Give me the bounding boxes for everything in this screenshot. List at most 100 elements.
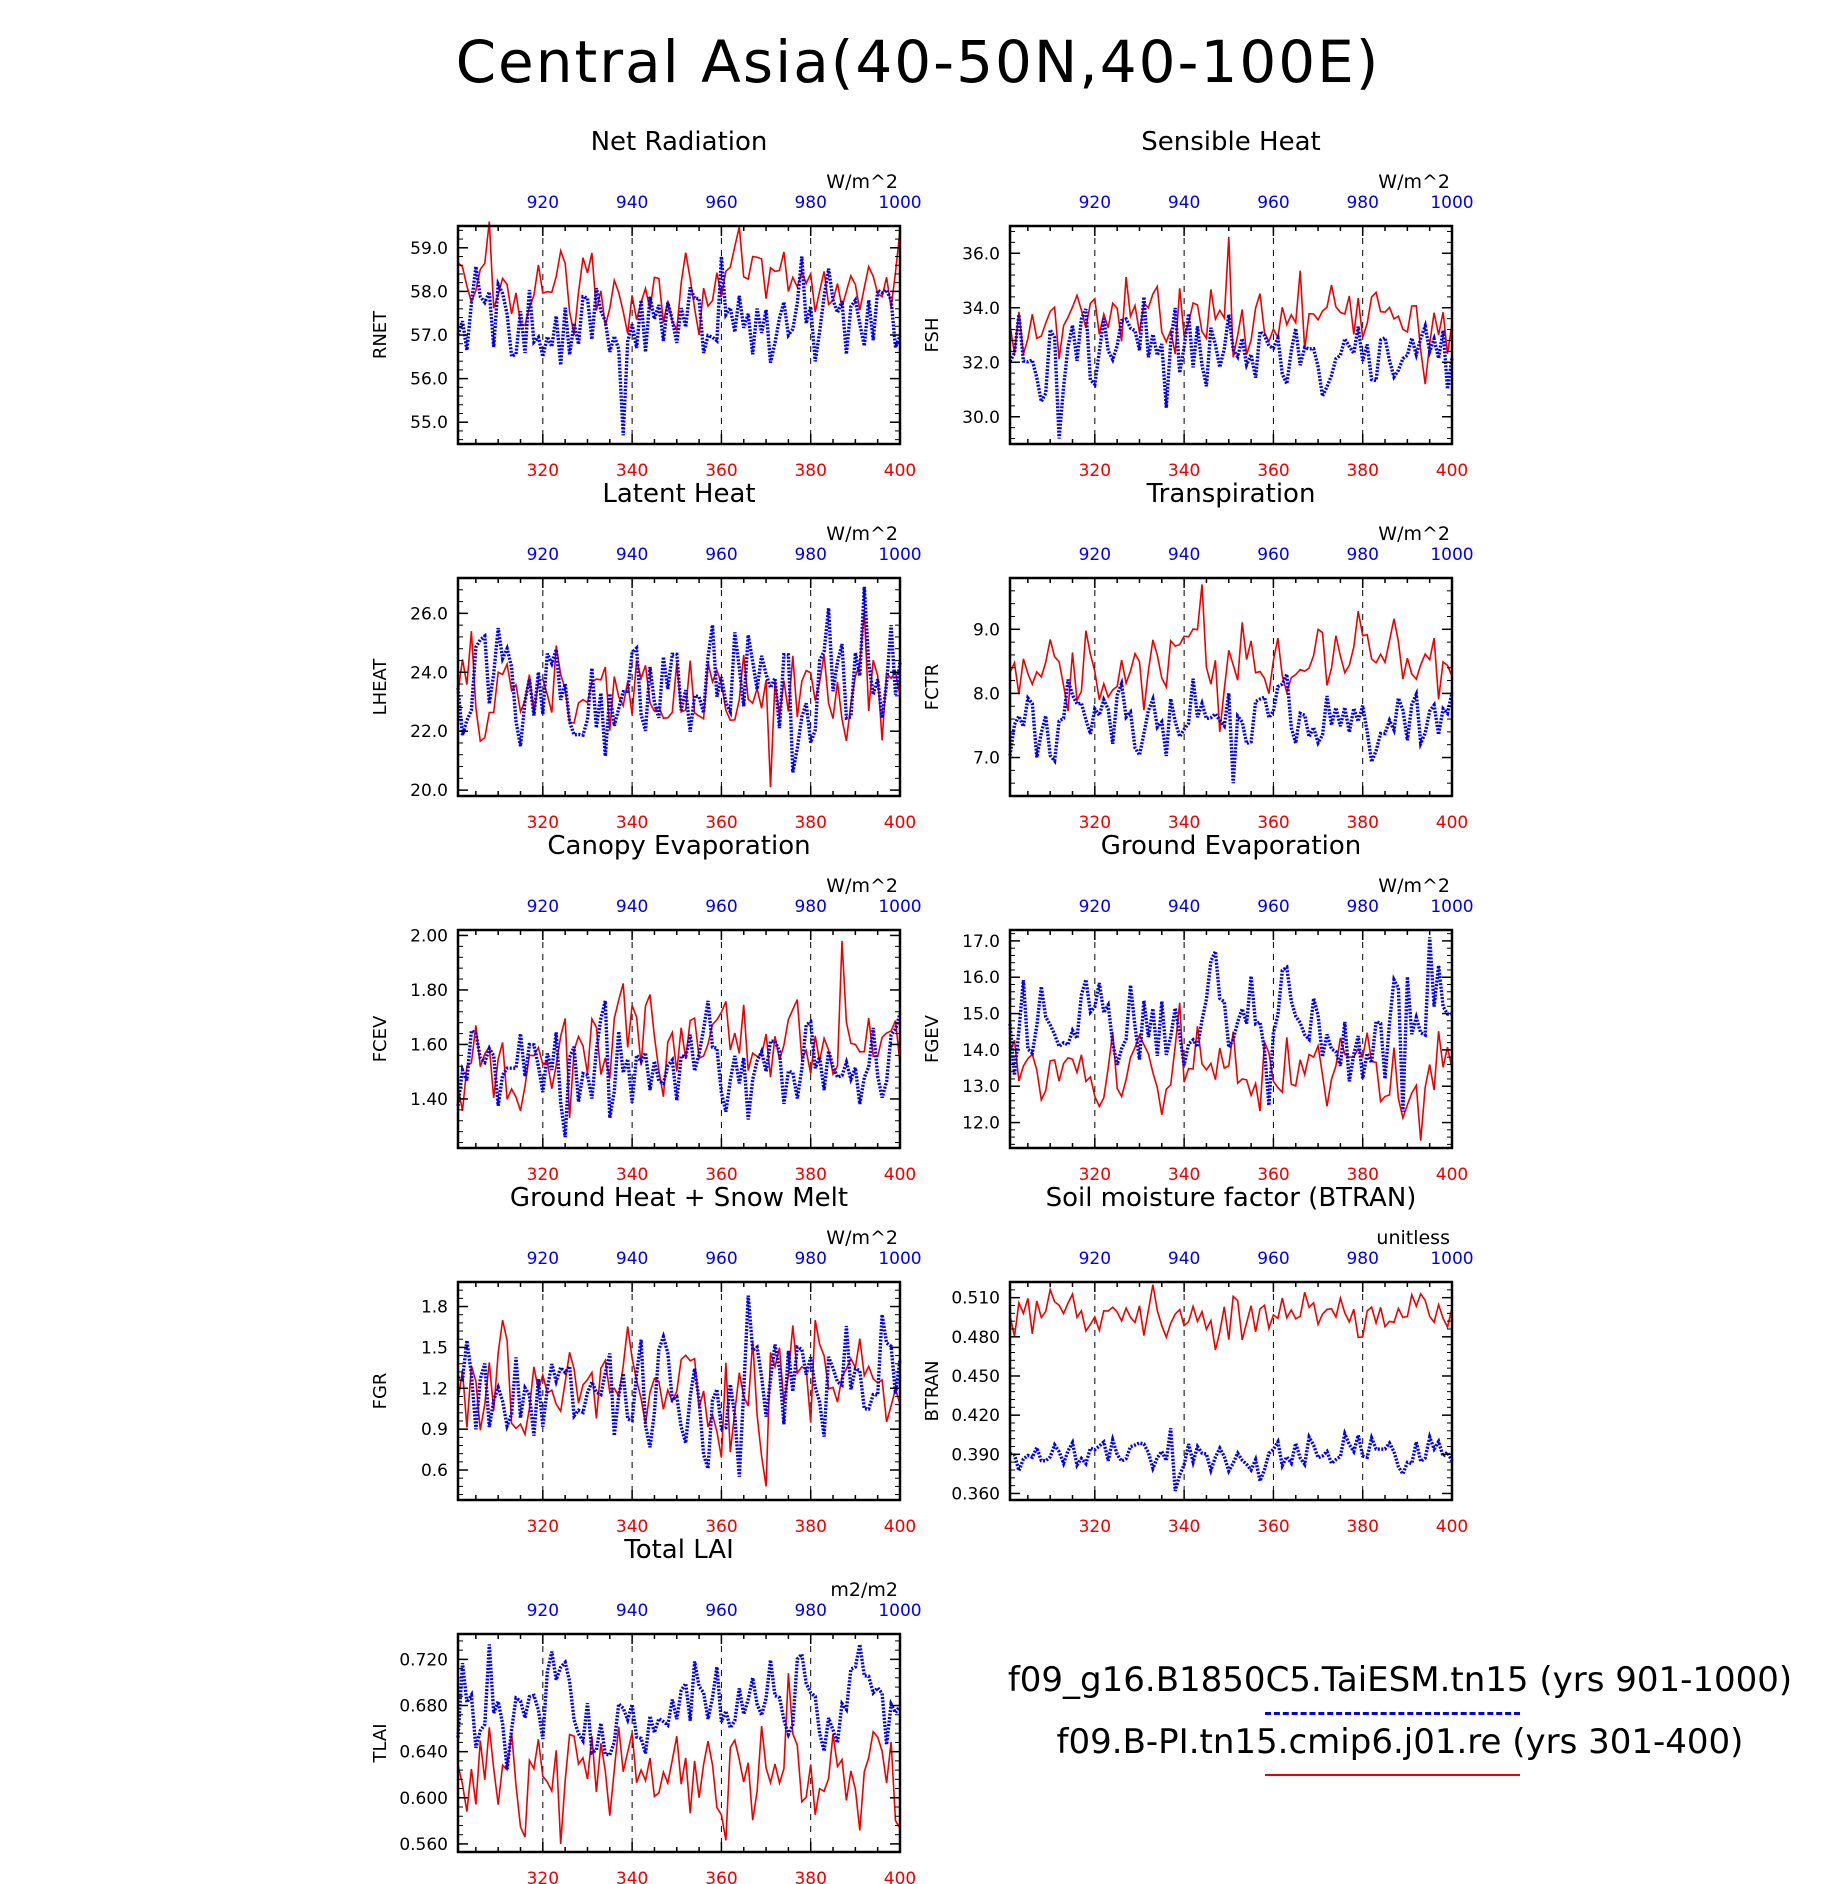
x-tick-label-top: 980 xyxy=(794,897,826,917)
x-tick-label-top: 940 xyxy=(1168,193,1200,213)
x-tick-label-bottom: 320 xyxy=(1079,461,1111,481)
x-tick-label-bottom: 340 xyxy=(616,461,648,481)
x-tick-label-bottom: 400 xyxy=(884,1165,916,1185)
x-tick-label-top: 980 xyxy=(1346,545,1378,565)
y-tick-label: 0.360 xyxy=(951,1484,1000,1504)
units-label: W/m^2 xyxy=(1378,171,1450,193)
x-tick-label-bottom: 380 xyxy=(794,1517,826,1537)
x-tick-label-top: 920 xyxy=(527,1249,559,1269)
x-tick-label-bottom: 380 xyxy=(1346,1165,1378,1185)
x-tick-label-top: 920 xyxy=(527,1601,559,1621)
x-tick-label-top: 1000 xyxy=(1430,193,1473,213)
y-axis-label: BTRAN xyxy=(922,1361,943,1422)
y-axis-label: FGR xyxy=(370,1373,391,1410)
panel-fcev: Canopy Evaporation W/m^2 320 340 360 380 400 92… xyxy=(370,831,922,1185)
x-tick-label-bottom: 400 xyxy=(884,461,916,481)
x-tick-label-bottom: 320 xyxy=(527,1869,559,1884)
series-blue-line xyxy=(1008,296,1454,439)
series-red-line xyxy=(457,1320,901,1487)
x-tick-label-top: 980 xyxy=(794,1601,826,1621)
y-tick-label: 0.680 xyxy=(399,1697,448,1717)
x-tick-label-bottom: 400 xyxy=(884,1869,916,1884)
units-label: W/m^2 xyxy=(1378,523,1450,545)
y-tick-label: 56.0 xyxy=(410,370,448,390)
x-tick-label-top: 1000 xyxy=(1430,545,1473,565)
units-label: W/m^2 xyxy=(1378,875,1450,897)
y-tick-label: 57.0 xyxy=(410,326,448,346)
x-tick-label-bottom: 340 xyxy=(1168,1517,1200,1537)
y-axis-label: FCEV xyxy=(370,1015,391,1062)
x-tick-label-bottom: 320 xyxy=(527,1517,559,1537)
series-blue-line xyxy=(456,586,902,773)
x-tick-label-bottom: 340 xyxy=(1168,461,1200,481)
x-tick-label-top: 940 xyxy=(616,1249,648,1269)
x-tick-label-top: 980 xyxy=(1346,1249,1378,1269)
y-tick-label: 0.450 xyxy=(951,1367,1000,1387)
x-tick-label-top: 920 xyxy=(527,897,559,917)
series-red-line xyxy=(1009,584,1453,732)
x-tick-label-bottom: 360 xyxy=(1257,1165,1289,1185)
x-tick-label-top: 1000 xyxy=(878,1601,921,1621)
panel-fctr: Transpiration W/m^2 320 340 360 380 400 920 940 9… xyxy=(922,479,1474,833)
panel-title: Ground Heat + Snow Melt xyxy=(510,1183,848,1213)
y-tick-label: 20.0 xyxy=(410,781,448,801)
panel-title: Soil moisture factor (BTRAN) xyxy=(1046,1183,1417,1213)
panel-lheat: Latent Heat W/m^2 320 340 360 380 400 920 940 960… xyxy=(370,479,922,833)
x-tick-label-top: 960 xyxy=(1257,193,1289,213)
y-axis-label: TLAI xyxy=(370,1723,391,1763)
series-red-line xyxy=(1009,236,1453,385)
panel-title: Total LAI xyxy=(623,1535,734,1565)
x-tick-label-bottom: 380 xyxy=(1346,461,1378,481)
y-tick-label: 13.0 xyxy=(962,1077,1000,1097)
y-tick-label: 26.0 xyxy=(410,604,448,624)
x-tick-label-top: 980 xyxy=(1346,897,1378,917)
y-tick-label: 1.8 xyxy=(421,1298,448,1318)
x-tick-label-top: 920 xyxy=(527,193,559,213)
units-label: m2/m2 xyxy=(830,1579,898,1601)
series-red-line xyxy=(1009,1284,1453,1351)
y-tick-label: 15.0 xyxy=(962,1005,1000,1025)
x-tick-label-top: 960 xyxy=(705,897,737,917)
y-tick-label: 0.390 xyxy=(951,1445,1000,1465)
series-blue-line xyxy=(457,1295,902,1477)
x-tick-label-top: 920 xyxy=(527,545,559,565)
x-tick-label-top: 940 xyxy=(616,897,648,917)
plot-frame xyxy=(1008,576,1454,798)
x-tick-label-bottom: 360 xyxy=(705,1517,737,1537)
panel-fgev: Ground Evaporation W/m^2 320 340 360 380 400 92… xyxy=(922,831,1474,1185)
y-tick-label: 17.0 xyxy=(962,932,1000,952)
y-tick-label: 16.0 xyxy=(962,968,1000,988)
x-tick-label-top: 940 xyxy=(616,1601,648,1621)
series-blue-line xyxy=(456,1000,902,1138)
x-tick-label-top: 960 xyxy=(705,545,737,565)
panel-title: Latent Heat xyxy=(602,479,755,509)
series-blue-line xyxy=(1008,667,1454,784)
units-label: unitless xyxy=(1376,1227,1450,1249)
x-tick-label-bottom: 400 xyxy=(884,1517,916,1537)
x-tick-label-bottom: 400 xyxy=(1436,1517,1468,1537)
x-tick-label-bottom: 380 xyxy=(794,461,826,481)
x-tick-label-top: 920 xyxy=(1079,545,1111,565)
series-blue-line xyxy=(1009,1427,1454,1492)
x-tick-label-top: 960 xyxy=(1257,545,1289,565)
y-tick-label: 0.510 xyxy=(951,1289,1000,1309)
x-tick-label-bottom: 340 xyxy=(616,813,648,833)
y-tick-label: 30.0 xyxy=(962,408,1000,428)
panel-fsh: Sensible Heat W/m^2 320 340 360 380 400 920 940 9… xyxy=(922,127,1474,481)
y-tick-label: 0.640 xyxy=(399,1743,448,1763)
y-tick-label: 14.0 xyxy=(962,1041,1000,1061)
x-tick-label-top: 1000 xyxy=(878,193,921,213)
panel-fgr: Ground Heat + Snow Melt W/m^2 320 340 360 380… xyxy=(370,1183,922,1537)
x-tick-label-bottom: 400 xyxy=(884,813,916,833)
panel-tlai: Total LAI m2/m2 320 340 360 380 400 920 940 960 98… xyxy=(370,1535,922,1884)
series-red-line xyxy=(457,1673,901,1844)
x-tick-label-bottom: 340 xyxy=(616,1165,648,1185)
legend-swatch-blue xyxy=(1265,1712,1520,1715)
legend-entry-red: f09.B-PI.tn15.cmip6.j01.re (yrs 301-400) xyxy=(1000,1722,1820,1784)
series-blue-line xyxy=(456,1644,902,1770)
plot-frame xyxy=(456,1632,902,1854)
x-tick-label-top: 920 xyxy=(1079,897,1111,917)
panel-title: Net Radiation xyxy=(591,127,768,157)
y-axis-label: FGEV xyxy=(922,1014,943,1063)
x-tick-label-bottom: 400 xyxy=(1436,461,1468,481)
